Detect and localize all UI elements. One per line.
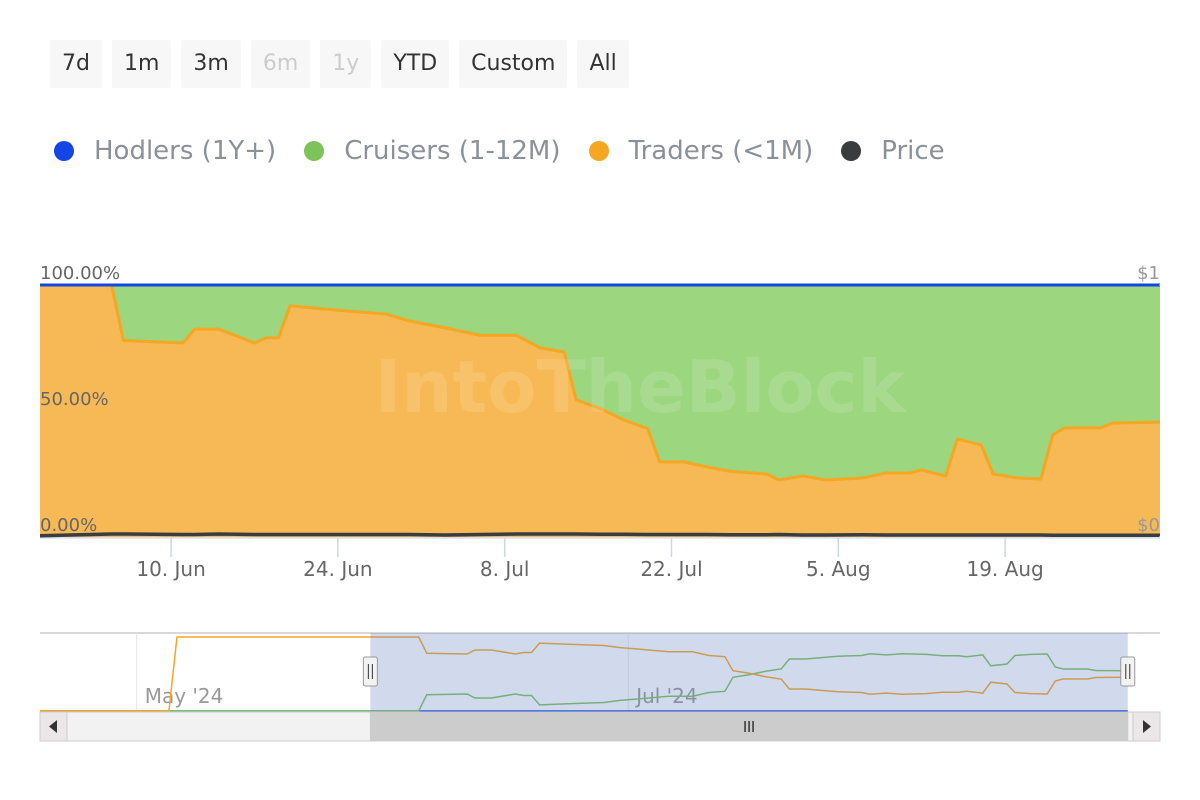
range-button[interactable]: All: [577, 40, 629, 88]
x-tick-label: 8. Jul: [480, 557, 530, 581]
range-selector: 7d 1m 3m 6m 1y YTD Custom All: [50, 40, 629, 88]
y2-tick-label: $1: [1137, 263, 1160, 284]
area-fill: [40, 285, 1160, 481]
navigator-handle[interactable]: [1120, 656, 1136, 687]
arrow-right: [1143, 720, 1151, 733]
x-tick-label: 24. Jun: [303, 557, 372, 581]
navigator-selection[interactable]: [370, 633, 1128, 712]
navigator: May '24Jul '24: [40, 632, 1160, 712]
x-tick-label: 5. Aug: [806, 557, 871, 581]
series-line: [40, 283, 1160, 482]
navigator-series: [40, 636, 1128, 712]
navigator-line: [40, 652, 1128, 712]
area-fill: [40, 285, 1160, 537]
range-button[interactable]: 7d: [50, 40, 102, 88]
x-tick-label: 19. Aug: [966, 557, 1043, 581]
range-button: 1y: [320, 40, 372, 88]
y2-tick-label: $0: [1137, 515, 1160, 536]
scrollbar: [39, 711, 1161, 742]
legend-marker: [588, 141, 609, 161]
navigator-grid: May '24Jul '24: [136, 633, 698, 712]
watermark: IntoTheBlock: [375, 345, 908, 429]
price-line: [40, 532, 1160, 538]
range-button: 6m: [250, 40, 311, 88]
y-tick-label: 100.00%: [40, 263, 120, 284]
range-button[interactable]: YTD: [381, 40, 450, 88]
y-tick-label: 0.00%: [40, 515, 97, 536]
legend-label: Hodlers (1Y+): [94, 136, 277, 166]
legend-marker: [54, 141, 74, 161]
navigator-line: [40, 636, 1128, 712]
overlay: 0.00% 50.00% 100.00% $0 $1 10. Jun 24. Jun 8. J…: [40, 263, 1160, 581]
plot-area: IntoTheBlock: [40, 283, 1160, 538]
legend: Hodlers (1Y+) Cruisers (1-12M) Traders (<1…: [54, 130, 945, 172]
range-button[interactable]: Custom: [459, 40, 568, 88]
legend-label: Traders (<1M): [628, 136, 814, 166]
range-button[interactable]: 1m: [111, 40, 172, 88]
x-tick-label: 22. Jul: [640, 557, 702, 581]
arrow-left: [49, 720, 57, 733]
series-line: [40, 283, 1160, 287]
legend-item[interactable]: Hodlers (1Y+): [54, 130, 276, 172]
legend-marker: [841, 141, 862, 161]
legend-item[interactable]: Price: [841, 130, 945, 172]
range-button[interactable]: 3m: [181, 40, 241, 88]
legend-label: Price: [881, 136, 945, 166]
navigator-tick-label: May '24: [145, 684, 224, 708]
navigator-handle[interactable]: [362, 656, 378, 687]
y-tick-label: 50.00%: [40, 389, 109, 410]
legend-item[interactable]: Cruisers (1-12M): [304, 130, 561, 172]
legend-item[interactable]: Traders (<1M): [588, 130, 814, 172]
legend-label: Cruisers (1-12M): [344, 136, 561, 166]
thumb-grip: [744, 721, 754, 732]
legend-marker: [304, 141, 325, 161]
x-tick-label: 10. Jun: [136, 557, 205, 581]
